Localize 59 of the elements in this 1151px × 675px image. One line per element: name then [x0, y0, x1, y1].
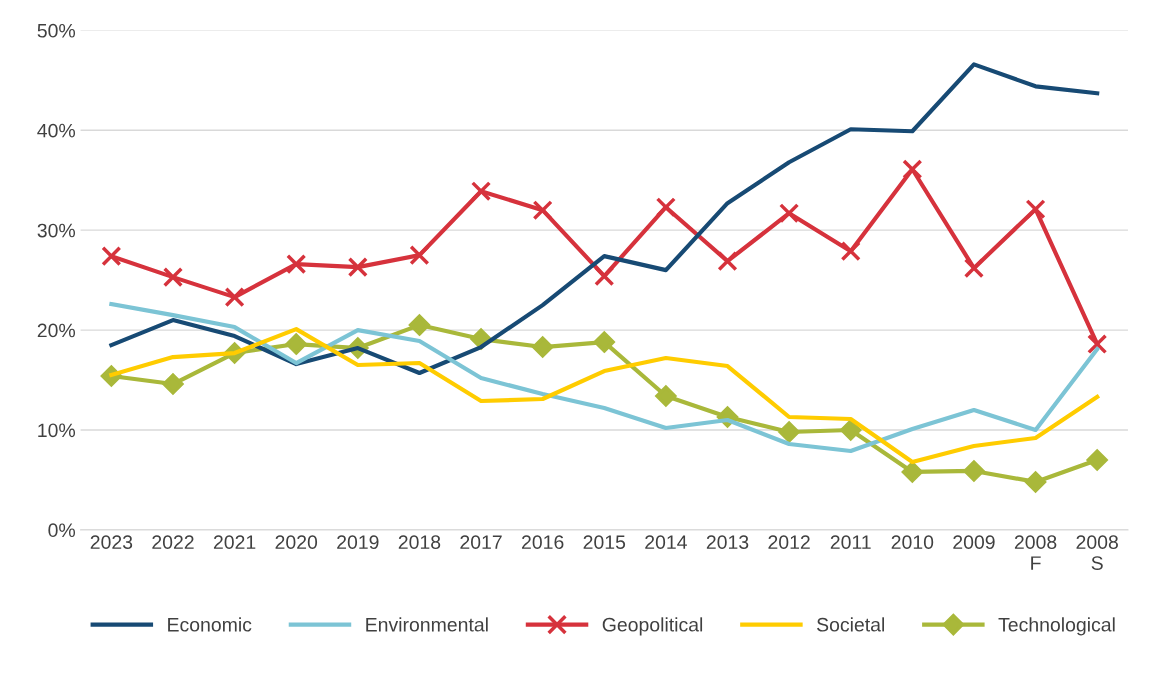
point — [963, 258, 985, 279]
x-tick-label: 2012 — [768, 535, 810, 550]
x-tick-label: 2020 — [275, 535, 318, 550]
point — [778, 421, 800, 443]
legend-label: Environmental — [366, 617, 488, 632]
y-tick-label: 50% — [37, 23, 76, 38]
x-tick-label: 2010 — [891, 535, 934, 550]
point — [840, 241, 861, 262]
point — [840, 419, 862, 441]
x-tick-label: 2022 — [152, 535, 194, 550]
point — [1025, 199, 1046, 220]
line-series — [109, 302, 1100, 454]
x-tick-label: 2008 S — [1076, 535, 1118, 570]
y-tick-label: 20% — [37, 323, 76, 338]
line-series — [109, 62, 1100, 376]
y-tick-label: 40% — [37, 123, 76, 138]
legend-label: Societal — [817, 617, 885, 632]
x-tick-label: 2016 — [522, 535, 564, 550]
x-tick-label: 2017 — [460, 535, 502, 550]
point — [162, 373, 184, 395]
y-tick-label: 0% — [48, 523, 76, 538]
point — [162, 267, 184, 288]
x-tick-label: 2011 — [830, 535, 871, 550]
point — [594, 266, 615, 287]
x-tick-label: 2009 — [953, 535, 995, 550]
point — [101, 246, 122, 267]
point — [779, 203, 800, 224]
point — [901, 461, 923, 483]
legend-label: Technological — [998, 617, 1115, 636]
point — [286, 254, 307, 275]
x-tick-label: 2008 F — [1014, 535, 1057, 570]
point — [902, 159, 923, 180]
x-tick-label: 2014 — [645, 535, 687, 550]
x-tick-label: 2018 — [398, 535, 441, 550]
point — [409, 245, 430, 266]
point — [285, 333, 307, 355]
point — [1087, 333, 1108, 355]
point — [655, 197, 676, 218]
legend-label: Geopolitical — [602, 617, 703, 636]
point — [655, 385, 677, 407]
point — [470, 181, 492, 202]
x-tick-label: 2023 — [90, 535, 133, 550]
x-tick-label: 2015 — [583, 535, 626, 550]
point — [532, 200, 553, 221]
legend-label: Economic — [168, 617, 252, 632]
point — [717, 251, 738, 272]
point — [1024, 471, 1047, 493]
y-tick-label: 30% — [37, 223, 76, 238]
x-tick-label: 2021 — [213, 535, 256, 550]
x-tick-label: 2019 — [337, 535, 379, 550]
point — [408, 314, 431, 336]
point — [1086, 449, 1108, 471]
point — [532, 336, 554, 358]
point — [593, 331, 615, 353]
point — [347, 257, 368, 278]
point — [224, 287, 245, 308]
point — [963, 460, 985, 482]
y-tick-label: 10% — [38, 423, 76, 438]
x-tick-label: 2013 — [706, 535, 749, 550]
